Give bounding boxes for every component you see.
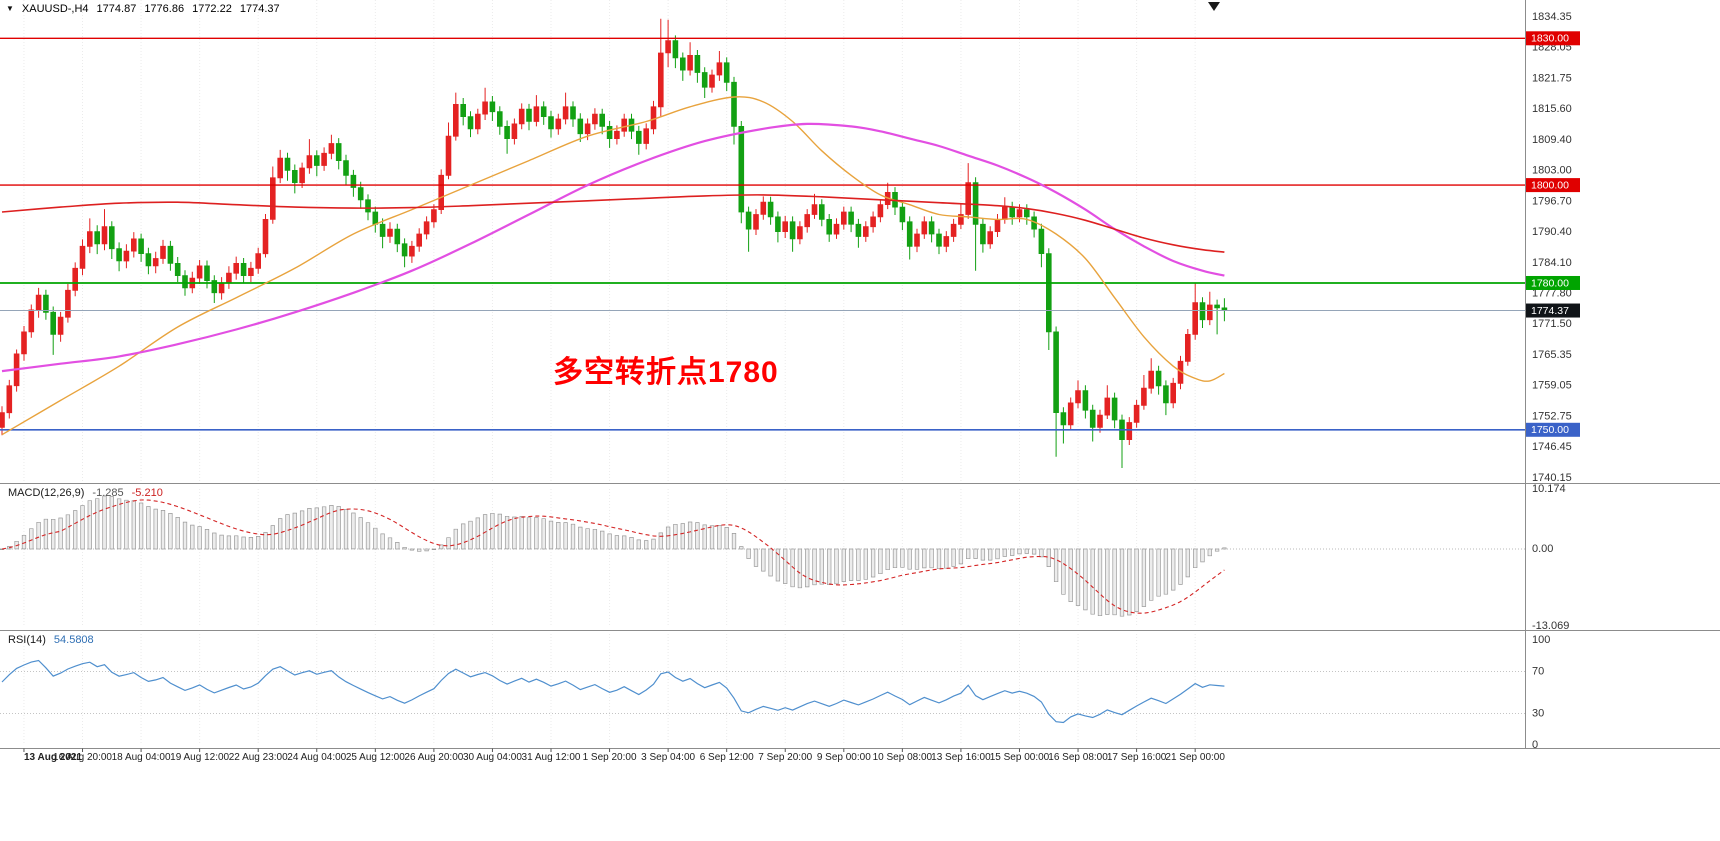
price-tick-label: 1752.75 bbox=[1532, 410, 1572, 422]
candles-layer bbox=[0, 18, 1228, 468]
ma-magenta-line bbox=[1, 122, 1225, 373]
time-tick-label: 26 Aug 20:00 bbox=[404, 752, 463, 763]
down-candle-wicks bbox=[45, 35, 1225, 468]
level-price-badge bbox=[1526, 31, 1580, 46]
rsi-axis-label: 100 bbox=[1532, 634, 1550, 646]
level-price-badge bbox=[1526, 178, 1580, 193]
separators-layer bbox=[0, 0, 1720, 749]
symbol-dropdown-icon[interactable]: ▼ bbox=[6, 4, 14, 13]
price-badge-label: 1800.00 bbox=[1531, 179, 1569, 191]
rsi-value: 54.5808 bbox=[53, 634, 94, 646]
rsi-name: RSI(14) bbox=[8, 634, 46, 646]
time-tick-label: 22 Aug 23:00 bbox=[229, 752, 288, 763]
rsi-line bbox=[1, 659, 1225, 724]
macd-name: MACD(12,26,9) bbox=[8, 487, 85, 499]
price-tick-label: 1784.10 bbox=[1532, 257, 1572, 269]
high-value: 1776.86 bbox=[144, 3, 185, 15]
price-tick-label: 1771.50 bbox=[1532, 318, 1572, 330]
price-badge-label: 1750.00 bbox=[1531, 424, 1569, 436]
time-tick-label: 9 Sep 00:00 bbox=[817, 752, 871, 763]
rsi-layer bbox=[0, 659, 1525, 724]
time-tick-label: 1 Sep 20:00 bbox=[583, 752, 637, 763]
chart-shift-marker-icon[interactable] bbox=[1208, 2, 1220, 11]
close-value: 1774.37 bbox=[239, 3, 280, 15]
macd-axis-label: -13.069 bbox=[1532, 620, 1569, 632]
price-axis: 1834.351828.051821.751815.601809.401803.… bbox=[1532, 11, 1572, 751]
price-badge-label: 1774.37 bbox=[1531, 305, 1569, 317]
time-tick-label: 17 Sep 16:00 bbox=[1107, 752, 1167, 763]
price-badge-label: 1780.00 bbox=[1531, 277, 1569, 289]
price-tick-label: 1834.35 bbox=[1532, 11, 1572, 23]
time-tick-label: 6 Sep 12:00 bbox=[700, 752, 754, 763]
annotation-text: 多空转折点1780 bbox=[553, 356, 779, 389]
time-tick-label: 16 Aug 20:00 bbox=[53, 752, 112, 763]
level-price-badge bbox=[1526, 275, 1580, 290]
time-tick-label: 15 Sep 00:00 bbox=[990, 752, 1050, 763]
time-tick-label: 25 Aug 12:00 bbox=[346, 752, 405, 763]
down-candle-bodies bbox=[43, 40, 1228, 440]
macd-signal-value: -5.210 bbox=[131, 487, 163, 499]
rsi-indicator-label: RSI(14) 54.5808 bbox=[8, 634, 94, 646]
low-value: 1772.22 bbox=[192, 3, 232, 15]
macd-axis-label: 10.174 bbox=[1532, 483, 1566, 495]
price-tick-label: 1821.75 bbox=[1532, 72, 1572, 84]
time-tick-label: 18 Aug 04:00 bbox=[112, 752, 171, 763]
time-tick-label: 31 Aug 12:00 bbox=[522, 752, 581, 763]
time-tick-label: 13 Sep 16:00 bbox=[931, 752, 991, 763]
price-tick-label: 1777.80 bbox=[1532, 288, 1572, 300]
time-tick-label: 19 Aug 12:00 bbox=[170, 752, 229, 763]
price-tick-label: 1803.00 bbox=[1532, 165, 1572, 177]
macd-layer bbox=[0, 495, 1525, 617]
price-tick-label: 1796.70 bbox=[1532, 195, 1572, 207]
time-tick-label: 16 Sep 08:00 bbox=[1048, 752, 1108, 763]
up-candle-bodies bbox=[0, 40, 1213, 440]
level-price-badge bbox=[1526, 422, 1580, 437]
time-tick-label: 13 Aug 2021 bbox=[24, 752, 82, 763]
rsi-axis-label: 0 bbox=[1532, 739, 1538, 751]
time-tick-label: 3 Sep 04:00 bbox=[641, 752, 695, 763]
ohlc-header: ▼ XAUUSD-,H4 1774.87 1776.86 1772.22 177… bbox=[6, 3, 280, 15]
price-tick-label: 1765.35 bbox=[1532, 349, 1572, 361]
ma-red-line bbox=[1, 194, 1225, 253]
price-tick-label: 1815.60 bbox=[1532, 103, 1572, 115]
price-tick-label: 1809.40 bbox=[1532, 134, 1572, 146]
ma-layer bbox=[1, 96, 1225, 436]
macd-main-value: -1.285 bbox=[92, 487, 124, 499]
macd-axis-label: 0.00 bbox=[1532, 543, 1553, 555]
rsi-axis-label: 70 bbox=[1532, 665, 1544, 677]
hlines-layer bbox=[0, 37, 1525, 431]
rsi-axis-label: 30 bbox=[1532, 707, 1544, 719]
open-value: 1774.87 bbox=[96, 3, 137, 15]
macd-signal-line bbox=[1, 499, 1225, 614]
price-tick-label: 1740.15 bbox=[1532, 472, 1572, 484]
current-price-badge bbox=[1526, 303, 1580, 318]
time-tick-label: 30 Aug 04:00 bbox=[463, 752, 522, 763]
price-tick-label: 1746.45 bbox=[1532, 441, 1572, 453]
time-tick-label: 24 Aug 04:00 bbox=[287, 752, 346, 763]
price-tick-label: 1790.40 bbox=[1532, 226, 1572, 238]
time-tick-label: 21 Sep 00:00 bbox=[1165, 752, 1225, 763]
macd-indicator-label: MACD(12,26,9) -1.285 -5.210 bbox=[8, 487, 163, 499]
axis-badges: 1830.00 1800.00 1780.00 1750.00 1774.37 bbox=[1526, 31, 1580, 437]
symbol-period-label: XAUUSD-,H4 bbox=[21, 3, 89, 15]
macd-histogram bbox=[0, 495, 1227, 617]
time-tick-label: 7 Sep 20:00 bbox=[758, 752, 812, 763]
price-tick-label: 1759.05 bbox=[1532, 380, 1572, 392]
time-tick-label: 10 Sep 08:00 bbox=[873, 752, 933, 763]
price-badge-label: 1830.00 bbox=[1531, 33, 1569, 45]
